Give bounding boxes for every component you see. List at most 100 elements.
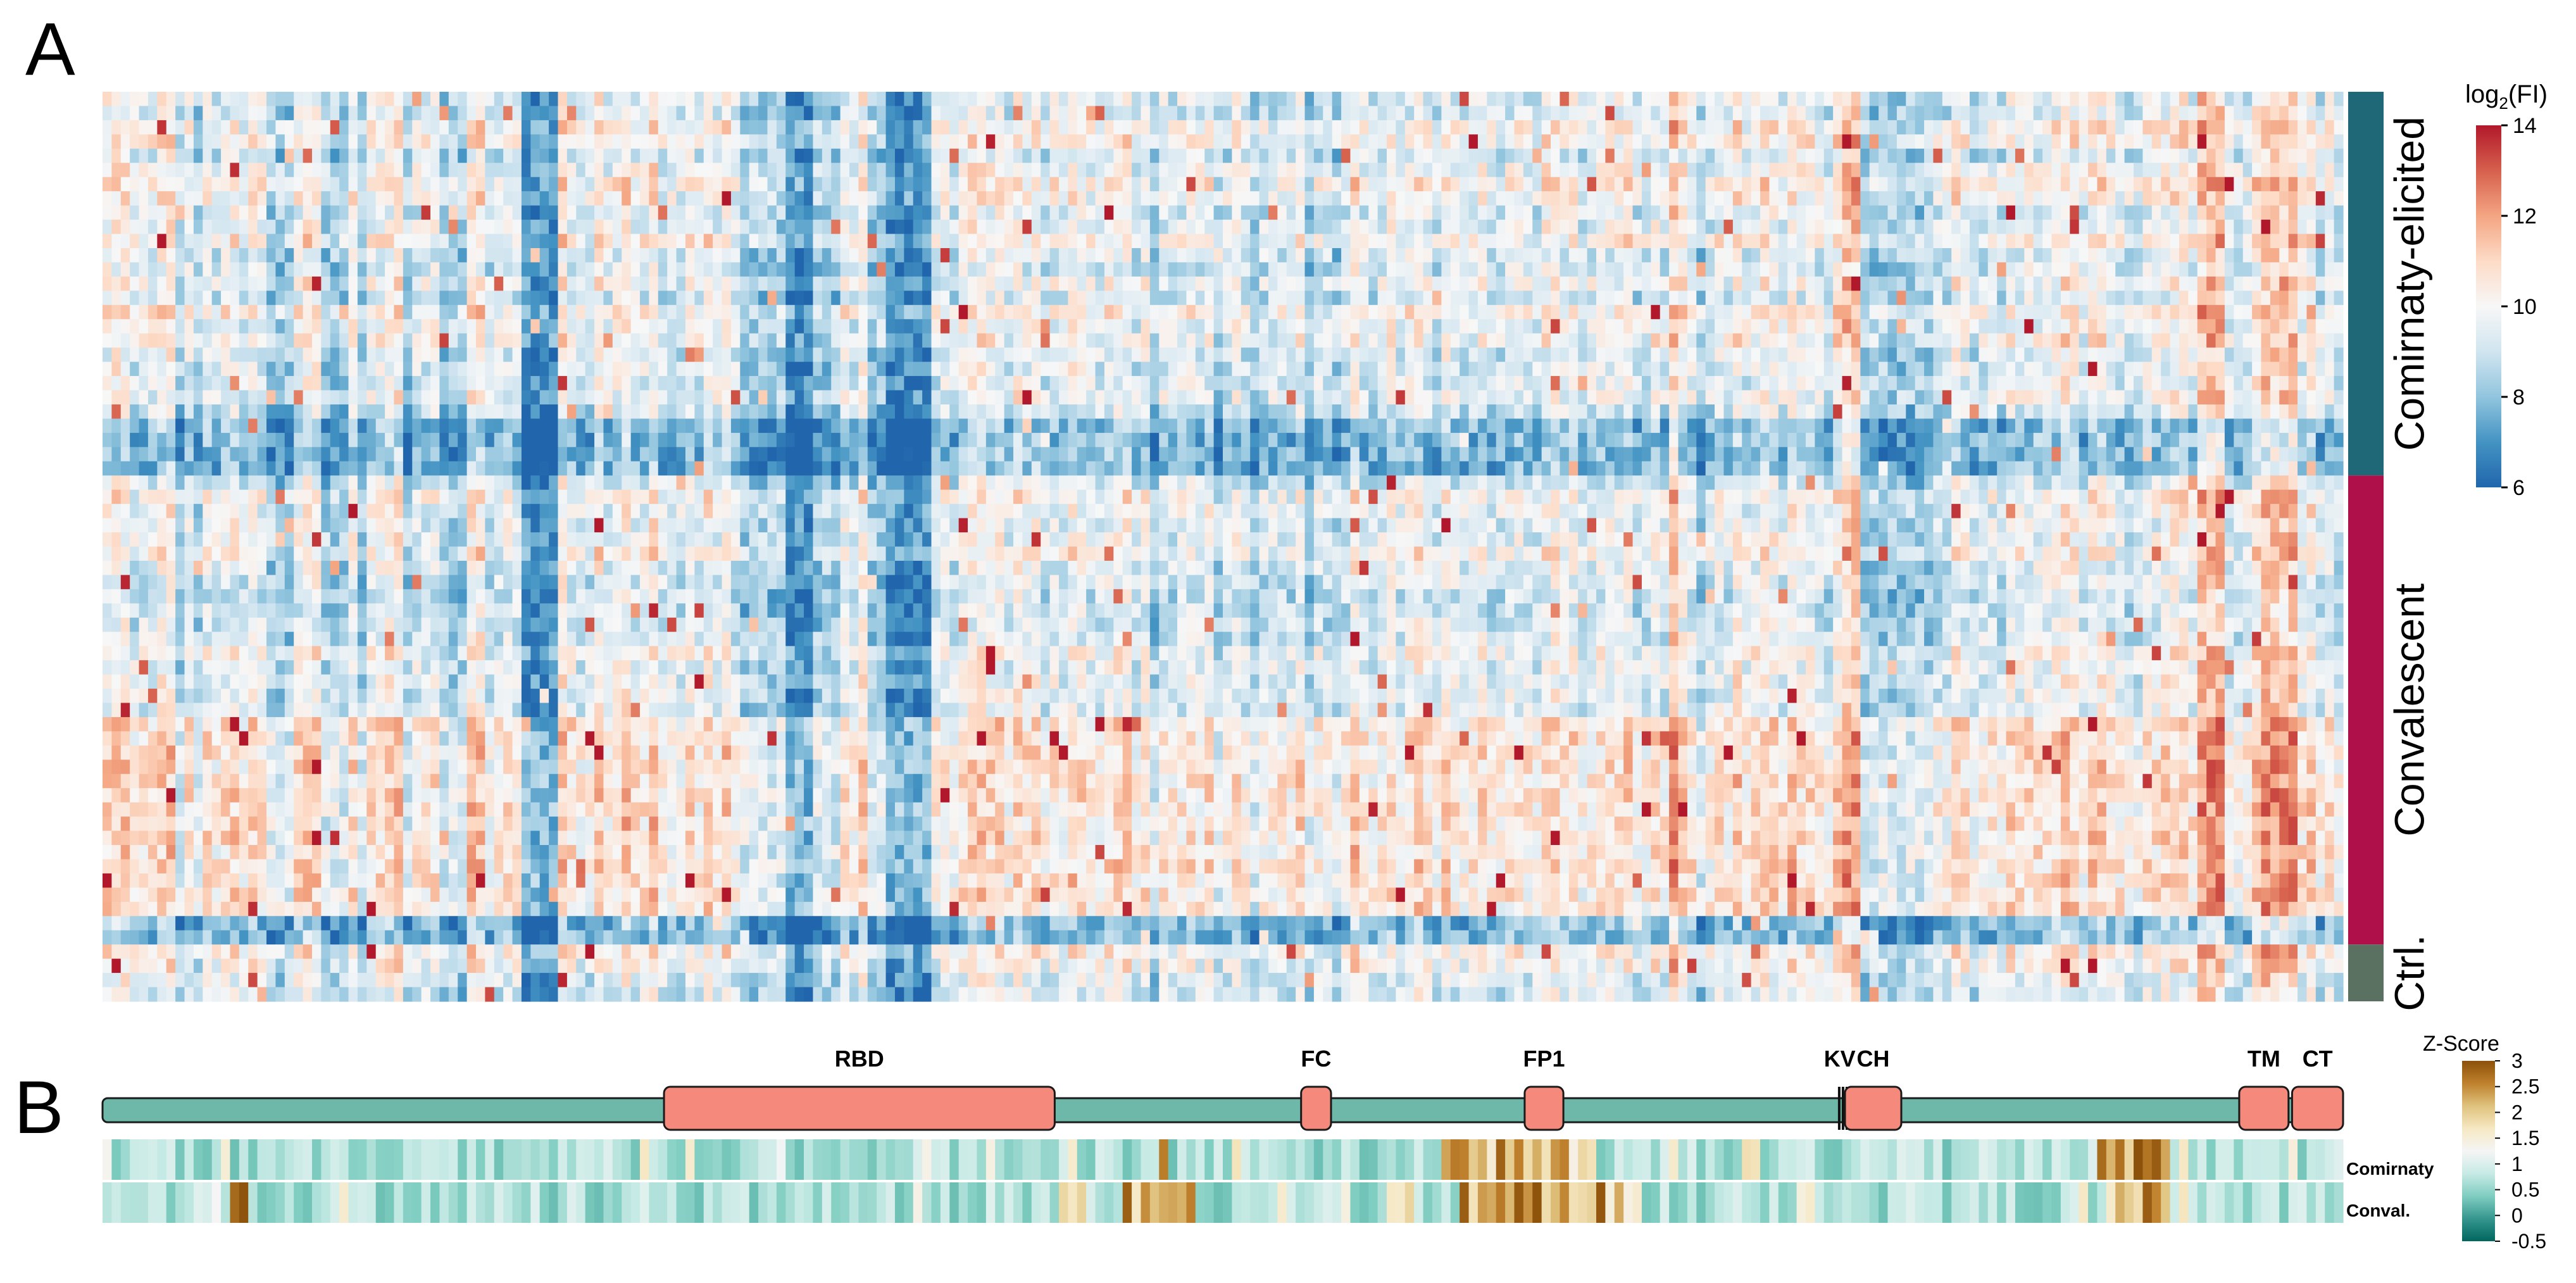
heatmap-a-cell — [2170, 361, 2180, 377]
heatmap-a-cell — [1687, 333, 1697, 348]
heatmap-a-cell — [2088, 319, 2098, 334]
heatmap-a-cell — [1869, 177, 1879, 192]
heatmap-a-cell — [257, 376, 267, 391]
heatmap-a-cell — [1915, 333, 1925, 348]
heatmap-a-cell — [2115, 177, 2125, 192]
heatmap-a-cell — [239, 120, 249, 135]
heatmap-a-cell — [730, 347, 741, 363]
heatmap-a-cell — [985, 347, 996, 363]
heatmap-a-cell — [430, 220, 441, 235]
heatmap-a-cell — [594, 177, 604, 192]
heatmap-a-cell — [1104, 247, 1114, 263]
heatmap-a-cell — [2261, 220, 2271, 235]
heatmap-a-cell — [1195, 247, 1205, 263]
heatmap-a-cell — [1842, 205, 1852, 220]
heatmap-a-cell — [1568, 191, 1579, 206]
heatmap-a-cell — [1560, 333, 1570, 348]
heatmap-a-cell — [894, 319, 904, 334]
heatmap-a-cell — [421, 220, 431, 235]
heatmap-a-cell — [2298, 247, 2308, 263]
heatmap-a-cell — [357, 148, 367, 163]
heatmap-a-cell — [1614, 134, 1624, 149]
heatmap-a-cell — [566, 134, 577, 149]
heatmap-a-cell — [1286, 333, 1296, 348]
heatmap-a-cell — [1641, 247, 1651, 263]
heatmap-a-cell — [1896, 92, 1906, 107]
heatmap-a-cell — [822, 276, 832, 291]
heatmap-a-cell — [1896, 134, 1906, 149]
heatmap-a-cell — [1368, 262, 1379, 277]
heatmap-a-cell — [667, 220, 677, 235]
heatmap-a-cell — [476, 163, 485, 178]
heatmap-a-cell — [2179, 319, 2189, 334]
heatmap-a-cell — [1450, 319, 1460, 334]
heatmap-a-cell — [521, 291, 531, 306]
heatmap-a-cell — [494, 319, 504, 334]
heatmap-a-cell — [2242, 148, 2253, 163]
heatmap-a-cell — [722, 163, 732, 178]
heatmap-a-cell — [1842, 347, 1852, 363]
heatmap-a-cell — [640, 177, 650, 192]
heatmap-a-cell — [2288, 163, 2298, 178]
heatmap-a-cell — [2115, 361, 2125, 377]
heatmap-a-cell — [2242, 120, 2253, 135]
heatmap-a-cell — [940, 163, 950, 178]
heatmap-a-cell — [2051, 205, 2061, 220]
heatmap-a-cell — [1149, 276, 1160, 291]
heatmap-a-cell — [922, 120, 932, 135]
heatmap-a-cell — [2197, 205, 2207, 220]
heatmap-a-cell — [1687, 220, 1697, 235]
heatmap-a-cell — [1705, 177, 1715, 192]
heatmap-a-cell — [913, 361, 923, 377]
heatmap-a-cell — [1468, 134, 1479, 149]
heatmap-a-cell — [1523, 247, 1533, 263]
heatmap-a-cell — [1687, 106, 1697, 121]
heatmap-a-cell — [1414, 220, 1424, 235]
heatmap-a-cell — [503, 134, 513, 149]
heatmap-a-cell — [230, 220, 240, 235]
heatmap-a-cell — [1760, 134, 1770, 149]
heatmap-a-cell — [466, 361, 477, 377]
heatmap-a-cell — [1460, 234, 1470, 249]
heatmap-a-cell — [2288, 361, 2298, 377]
heatmap-a-cell — [594, 319, 604, 334]
heatmap-a-cell — [1769, 234, 1779, 249]
heatmap-a-cell — [294, 106, 304, 121]
heatmap-a-cell — [867, 205, 877, 220]
heatmap-a-cell — [913, 148, 923, 163]
heatmap-a-cell — [1687, 276, 1697, 291]
heatmap-a-cell — [576, 347, 586, 363]
heatmap-a-cell — [476, 134, 485, 149]
heatmap-a-cell — [2115, 247, 2125, 263]
heatmap-a-cell — [284, 191, 294, 206]
heatmap-a-cell — [1760, 163, 1770, 178]
heatmap-a-cell — [2252, 304, 2262, 320]
heatmap-a-cell — [1715, 319, 1725, 334]
heatmap-a-cell — [2252, 163, 2262, 178]
heatmap-a-cell — [2106, 106, 2116, 121]
heatmap-a-cell — [849, 106, 859, 121]
heatmap-a-cell — [2097, 304, 2107, 320]
heatmap-a-cell — [303, 106, 313, 121]
heatmap-a-cell — [767, 120, 777, 135]
heatmap-a-cell — [1031, 234, 1041, 249]
heatmap-a-cell — [1168, 163, 1178, 178]
heatmap-a-cell — [867, 262, 877, 277]
heatmap-a-cell — [566, 92, 577, 107]
heatmap-a-cell — [1587, 347, 1597, 363]
heatmap-a-cell — [1623, 148, 1634, 163]
heatmap-a-cell — [375, 134, 385, 149]
heatmap-a-cell — [713, 191, 723, 206]
heatmap-a-cell — [266, 205, 277, 220]
heatmap-a-cell — [2161, 361, 2171, 377]
heatmap-a-cell — [2306, 92, 2317, 107]
heatmap-a-cell — [566, 120, 577, 135]
heatmap-a-cell — [2298, 220, 2308, 235]
heatmap-a-cell — [166, 106, 176, 121]
heatmap-a-cell — [266, 276, 277, 291]
heatmap-a-cell — [1113, 276, 1123, 291]
heatmap-a-cell — [221, 376, 231, 391]
heatmap-a-cell — [822, 191, 832, 206]
heatmap-a-cell — [1960, 134, 1970, 149]
heatmap-a-cell — [111, 347, 122, 363]
